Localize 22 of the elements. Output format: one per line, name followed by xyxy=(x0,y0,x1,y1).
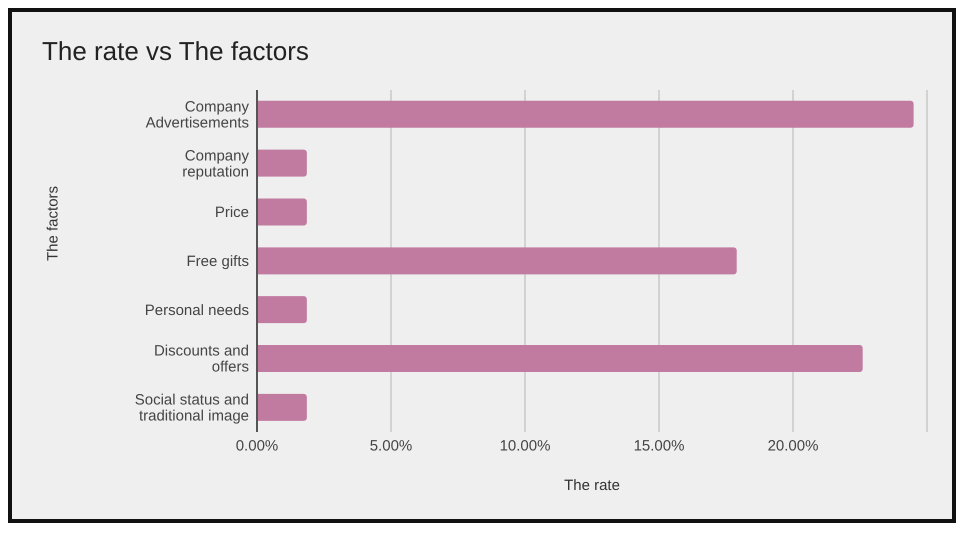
x-tick-label: 15.00% xyxy=(634,438,684,455)
y-tick-label: Personal needs xyxy=(144,301,249,318)
x-tick-label: 20.00% xyxy=(768,438,818,455)
bar xyxy=(257,150,307,177)
y-tick-label: Social status and traditional image xyxy=(134,391,249,424)
y-tick-label: Price xyxy=(214,204,249,221)
y-tick-label: Company Advertisements xyxy=(146,98,250,131)
x-tick-label: 10.00% xyxy=(500,438,550,455)
y-axis-title: The factors xyxy=(44,186,62,261)
x-tick-label: 5.00% xyxy=(370,438,412,455)
bar xyxy=(257,345,863,372)
x-tick-label: 0.00% xyxy=(236,438,278,455)
bar xyxy=(257,296,307,324)
x-axis-title: The rate xyxy=(564,477,620,494)
chart-title: The rate vs The factors xyxy=(42,36,309,67)
y-tick-label: Company reputation xyxy=(182,146,250,180)
bar xyxy=(257,247,737,274)
y-tick-label: Discounts and offers xyxy=(154,342,249,376)
bar xyxy=(257,100,914,128)
bar xyxy=(257,394,307,421)
bar xyxy=(257,198,307,226)
y-tick-label: Free gifts xyxy=(186,252,249,270)
